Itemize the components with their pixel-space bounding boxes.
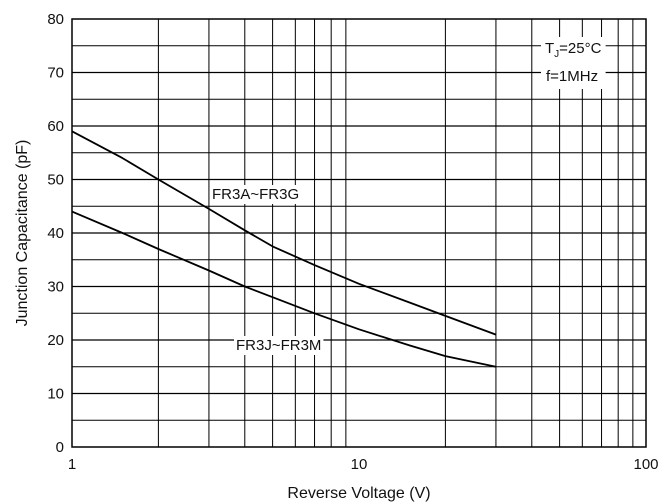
- y-tick-label: 30: [47, 279, 64, 296]
- y-tick-label: 60: [47, 118, 64, 135]
- y-tick-label: 50: [47, 172, 64, 189]
- annotation-bg: [541, 37, 606, 89]
- series-lines: [71, 130, 497, 368]
- temp-suffix: =25°C: [559, 40, 601, 57]
- y-tick-label: 10: [47, 386, 64, 403]
- y-tick-label: 70: [47, 65, 64, 82]
- series-line-0: [71, 130, 497, 336]
- major-gridlines: [72, 71, 646, 395]
- y-tick-label: 0: [56, 439, 64, 456]
- y-tick-label: 20: [47, 332, 64, 349]
- series-label-bg: [234, 336, 324, 355]
- series-labels: FR3A~FR3G FR3J~FR3M: [210, 185, 324, 355]
- y-tick-label: 40: [47, 225, 64, 242]
- series-label-fr3j-fr3m: FR3J~FR3M: [236, 337, 321, 354]
- temp-subscript: J: [554, 49, 559, 60]
- x-axis-label: Reverse Voltage (V): [287, 485, 430, 502]
- x-tick-labels: 1 10 100: [68, 456, 659, 473]
- y-axis-label: Junction Capacitance (pF): [14, 140, 31, 327]
- x-tick-label: 100: [633, 456, 658, 473]
- y-tick-labels: 0 10 20 30 40 50 60 70 80: [47, 11, 64, 456]
- series-line-1: [71, 210, 497, 368]
- condition-annotation: TJ=25°C f=1MHz: [541, 37, 606, 89]
- temperature-annotation: TJ=25°C: [545, 40, 602, 60]
- x-tick-label: 1: [68, 456, 76, 473]
- temp-prefix: T: [545, 40, 554, 57]
- y-tick-label: 80: [47, 11, 64, 28]
- series-label-bg: [210, 185, 302, 204]
- x-tick-label: 10: [351, 456, 368, 473]
- plot-frame: [71, 18, 647, 448]
- series-label-fr3a-fr3g: FR3A~FR3G: [212, 186, 299, 203]
- frequency-annotation: f=1MHz: [546, 68, 598, 85]
